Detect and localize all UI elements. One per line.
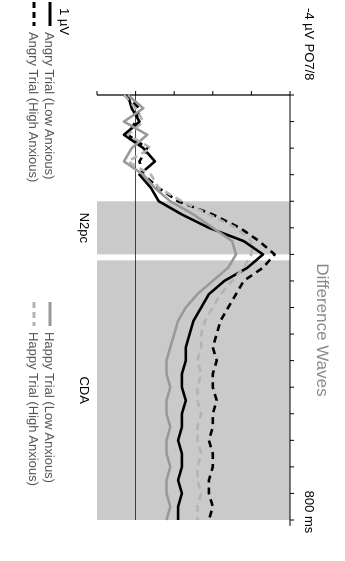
legend-label-1: Angry Trial (Low Anxious) [42, 32, 57, 179]
chart-title: Difference Waves [313, 263, 332, 396]
window-label-cda: CDA [77, 376, 92, 404]
y-top-label: -4 µV [302, 8, 317, 40]
series-line-1 [122, 94, 265, 520]
x-end-label: 800 ms [302, 491, 317, 534]
legend: Angry Trial (Low Anxious)Angry Trial (Hi… [26, 2, 57, 486]
series-line-4 [123, 94, 253, 520]
window-band-cda [97, 260, 290, 520]
series-line-3 [122, 94, 238, 521]
window-band-n2pc [97, 201, 290, 255]
legend-label-4: Happy Trial (High Anxious) [26, 332, 41, 486]
time-window-bands: N2pc CDA [77, 201, 290, 520]
window-label-n2pc: N2pc [77, 213, 92, 244]
series-lines [122, 94, 276, 521]
legend-label-2: Angry Trial (High Anxious) [26, 32, 41, 182]
channel-label: PO7/8 [302, 44, 317, 81]
axes [96, 91, 294, 526]
series-line-2 [123, 94, 276, 521]
y-bottom-label: 1 µV [57, 8, 72, 35]
legend-label-3: Happy Trial (Low Anxious) [42, 332, 57, 483]
